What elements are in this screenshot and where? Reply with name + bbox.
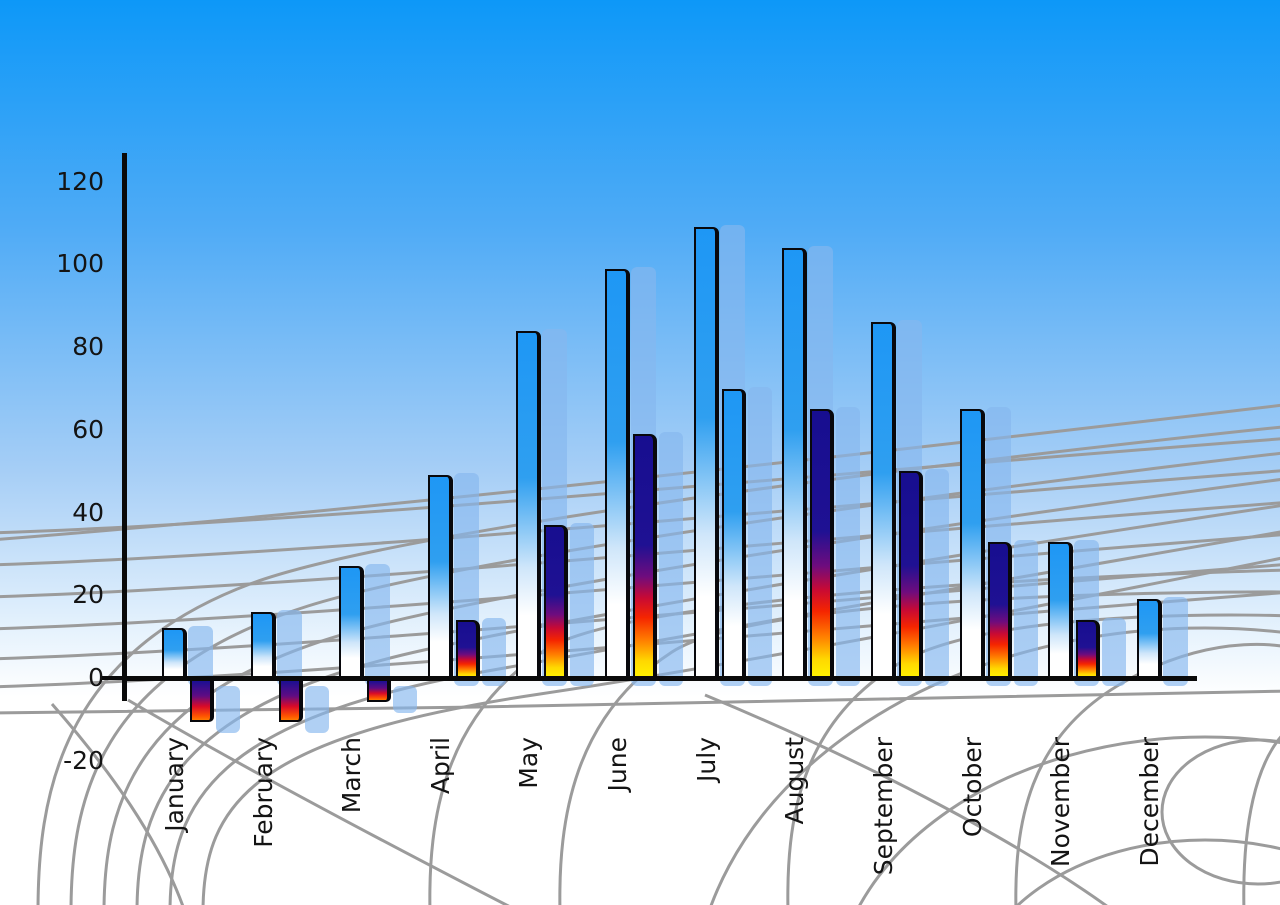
bar-february-series-1	[250, 611, 276, 680]
bar-shadow-january-series-2	[216, 686, 240, 734]
x-tick-label-may: May	[514, 737, 544, 789]
zero-tick	[102, 676, 122, 680]
bar-shadow-december-series-1	[1162, 597, 1188, 686]
bar-shadow-february-series-2	[304, 686, 329, 734]
bar-shadow-march-series-2	[393, 686, 418, 713]
y-tick-label-20: 20	[72, 580, 104, 610]
bar-shadow-august-series-2	[836, 407, 861, 686]
y-tick-label-120: 120	[56, 166, 104, 196]
bar-november-series-2	[1076, 620, 1101, 680]
bar-october-series-1	[959, 409, 985, 680]
bar-october-series-2	[987, 541, 1012, 680]
x-tick-label-february: February	[248, 737, 278, 848]
bar-january-series-2	[190, 681, 214, 723]
bar-may-series-1	[516, 330, 542, 680]
bar-march-series-2	[367, 681, 392, 702]
bar-april-series-1	[427, 475, 453, 680]
bar-june-series-2	[633, 434, 658, 680]
bar-shadow-march-series-1	[365, 564, 391, 686]
bar-december-series-1	[1136, 599, 1162, 680]
x-tick-label-september: September	[868, 737, 898, 876]
bar-shadow-february-series-1	[276, 609, 302, 686]
x-tick-label-july: July	[691, 737, 721, 782]
bar-january-series-1	[162, 628, 187, 680]
bar-shadow-october-series-2	[1013, 539, 1038, 686]
bar-february-series-2	[278, 681, 303, 723]
bar-shadow-june-series-2	[659, 432, 684, 686]
x-tick-label-march: March	[337, 737, 367, 814]
y-tick-label-0: 0	[88, 663, 104, 692]
bar-april-series-2	[455, 620, 480, 680]
x-axis-line	[122, 676, 1197, 681]
y-tick-label-100: 100	[56, 249, 104, 279]
bar-august-series-2	[810, 409, 835, 680]
bar-november-series-1	[1048, 541, 1074, 680]
bar-shadow-may-series-2	[570, 522, 595, 686]
x-tick-label-january: January	[160, 737, 189, 832]
x-tick-label-november: November	[1046, 737, 1076, 868]
bar-shadow-september-series-2	[924, 469, 949, 686]
bar-july-series-2	[721, 388, 746, 680]
y-tick-label-80: 80	[72, 332, 104, 362]
x-tick-label-june: June	[603, 737, 633, 792]
bar-september-series-2	[898, 471, 923, 680]
bar-shadow-july-series-2	[747, 386, 772, 686]
x-tick-label-december: December	[1134, 737, 1164, 867]
x-tick-label-august: August	[780, 737, 810, 825]
bar-shadow-april-series-2	[481, 618, 506, 686]
y-axis-line	[122, 153, 127, 701]
x-tick-label-april: April	[425, 737, 455, 795]
bar-march-series-1	[339, 566, 365, 680]
bar-july-series-1	[693, 227, 719, 680]
x-tick-label-october: October	[957, 737, 987, 838]
bar-shadow-november-series-2	[1102, 618, 1127, 686]
bar-september-series-1	[870, 322, 896, 680]
bar-june-series-1	[605, 268, 631, 680]
bar-august-series-1	[782, 247, 808, 680]
bar-may-series-2	[544, 524, 569, 680]
y-tick-label-40: 40	[72, 497, 104, 527]
y-tick-label-60: 60	[72, 414, 104, 444]
y-tick-label--20: -20	[63, 745, 104, 775]
